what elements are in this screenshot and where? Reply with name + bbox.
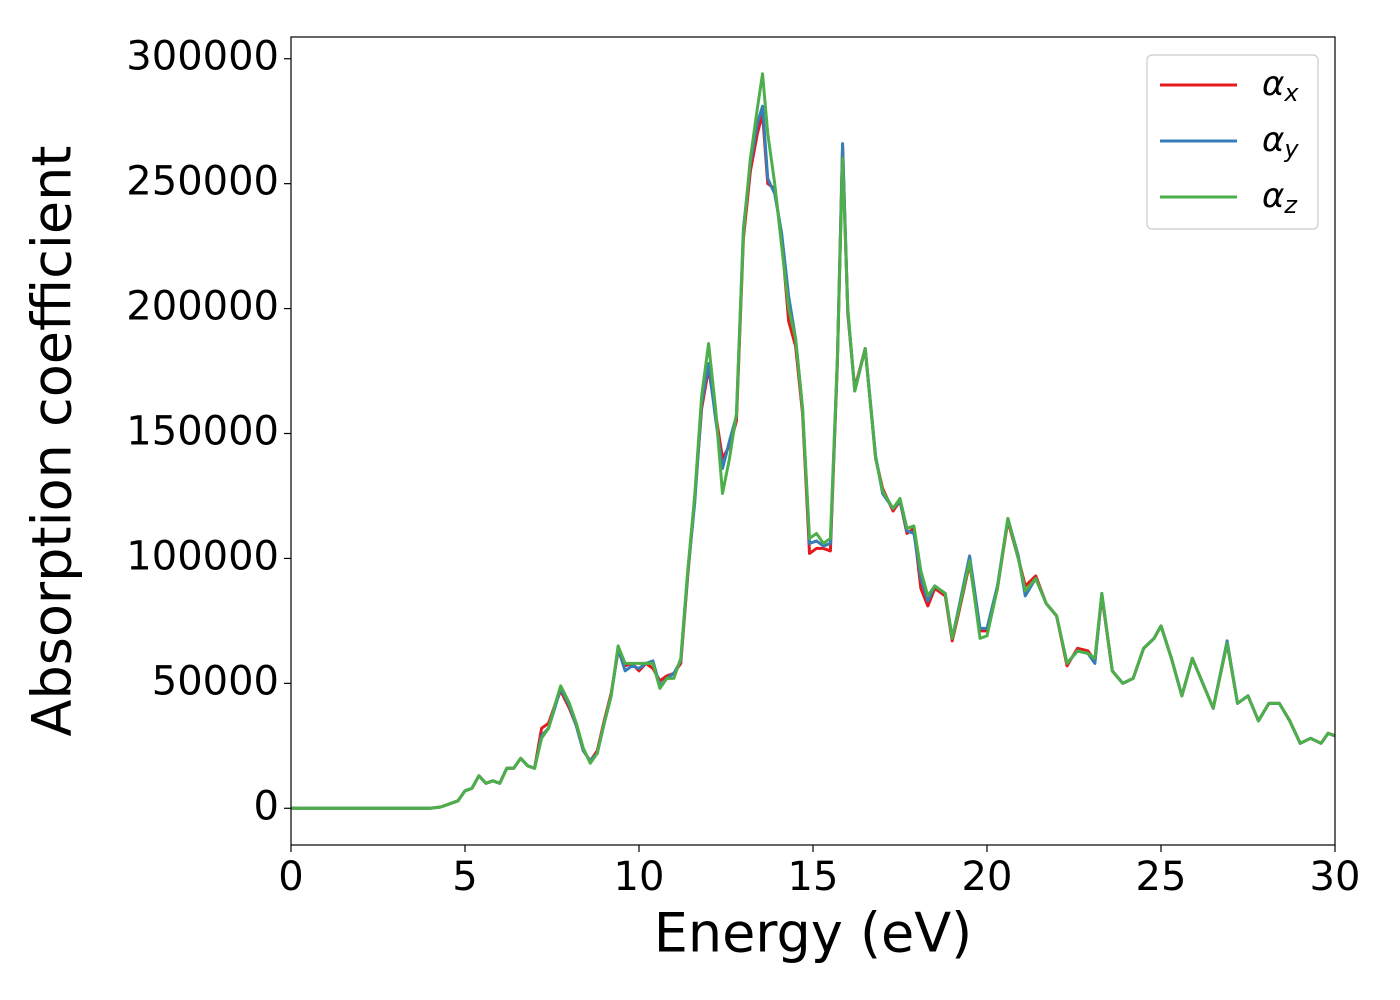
y-tick-label: 300000 — [126, 34, 279, 80]
x-tick-label: 20 — [962, 854, 1013, 900]
x-tick-label: 25 — [1136, 854, 1187, 900]
legend-label: αy — [1262, 120, 1299, 164]
y-tick-label: 250000 — [126, 159, 279, 205]
y-tick-label: 150000 — [126, 409, 279, 455]
x-tick-label: 0 — [278, 854, 303, 900]
series-line — [291, 72, 1336, 810]
x-axis-label: Energy (eV) — [654, 902, 973, 965]
x-tick-label: 15 — [788, 854, 839, 900]
y-tick-label: 100000 — [126, 533, 279, 579]
x-tick-label: 5 — [452, 854, 477, 900]
y-axis-label: Absorption coefficient — [21, 146, 84, 737]
y-tick-label: 200000 — [126, 284, 279, 330]
plot-frame — [290, 36, 1336, 846]
y-tick-label: 0 — [254, 783, 279, 829]
plot-area — [291, 72, 1336, 810]
legend-label: αx — [1262, 64, 1299, 108]
x-tick-label: 30 — [1310, 854, 1361, 900]
x-tick-label: 10 — [614, 854, 665, 900]
y-tick-label: 50000 — [152, 658, 279, 704]
legend-label: αz — [1262, 176, 1298, 220]
